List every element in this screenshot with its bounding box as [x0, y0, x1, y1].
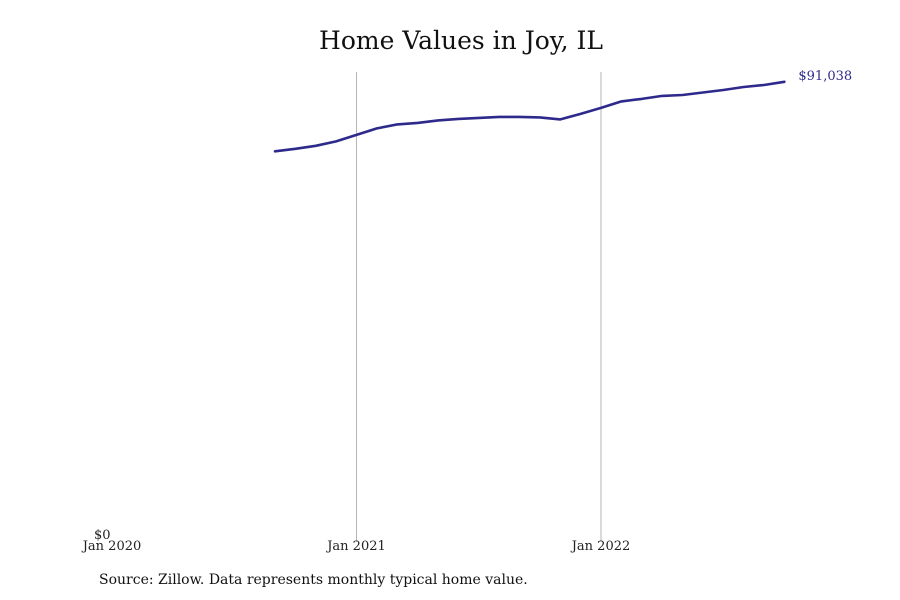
series-line-0: [273, 80, 786, 153]
axis-tick-labels: Jan 2020 Jan 2021 Jan 2022 $0: [81, 528, 631, 554]
source-note: Source: Zillow. Data represents monthly …: [99, 572, 528, 588]
series-layer: [273, 80, 786, 153]
end-value-label: $91,038: [798, 69, 852, 84]
end-label-layer: $91,038: [798, 69, 852, 84]
y-tick-label: $0: [94, 528, 111, 543]
x-tick-label: Jan 2022: [570, 539, 631, 554]
x-tick-label: Jan 2021: [325, 539, 386, 554]
chart-title: Home Values in Joy, IL: [319, 26, 603, 55]
gridlines: [356, 72, 602, 542]
x-tick-label: Jan 2020: [81, 539, 142, 554]
